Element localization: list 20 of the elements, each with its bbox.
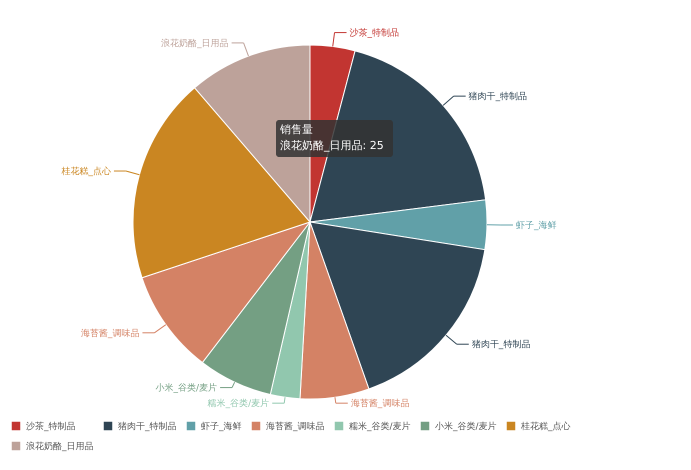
text: 浪花奶酪_日用品: 25 xyxy=(280,139,384,152)
legend-label: 虾子_海鲜 xyxy=(516,220,556,231)
legend-label: 海苔酱_调味品 xyxy=(350,398,410,410)
slice-label: 糯米_谷类/麦片 xyxy=(208,398,270,410)
slice-label: 浪花奶酪_日用品 xyxy=(161,38,229,49)
slice-label: 桂花糕_点心 xyxy=(60,166,111,178)
legend-label: 糯米_谷类/麦片 xyxy=(349,421,411,432)
category-label: 虾子_海鲜 xyxy=(201,422,242,432)
legend-label: 海苔酱_调味品 xyxy=(266,421,324,432)
legend-label: 猪肉干_特制品 xyxy=(468,91,528,102)
category-label: 猪肉干_特制品 xyxy=(118,422,176,432)
slice-label: 海苔酱_调味品 xyxy=(80,328,140,339)
slice-label: 小米_谷类/麦片 xyxy=(156,382,218,394)
legend-label: 桂花糕_点心 xyxy=(520,421,570,432)
category-label: 沙茶_特制品 xyxy=(26,422,76,432)
legend-label: 沙茶_特制品 xyxy=(350,28,400,39)
legend-label: 小米_谷类/麦片 xyxy=(435,421,497,432)
text: 销售量 xyxy=(279,123,313,136)
legend-label: 猪肉干_特制品 xyxy=(472,339,530,350)
legend-label: 浪花奶酪_日用品 xyxy=(26,441,94,452)
